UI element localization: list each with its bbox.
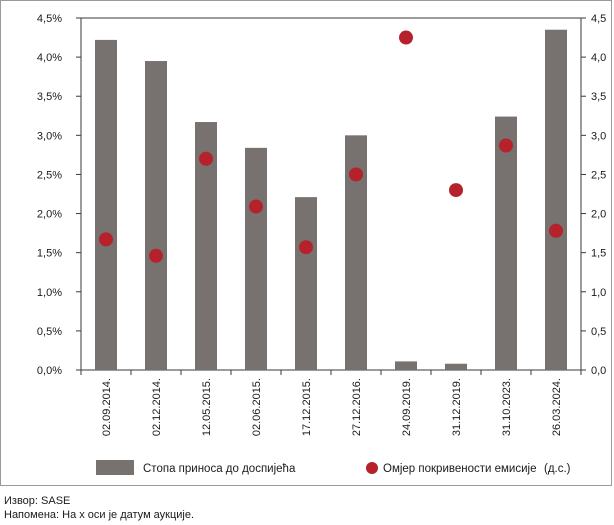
x-tick-label: 02.06.2015. <box>251 378 263 436</box>
y-right-tick-label: 1,0 <box>591 287 606 299</box>
bar <box>495 116 517 370</box>
y-right-tick-label: 2,0 <box>591 209 606 221</box>
bar <box>545 29 567 370</box>
data-point <box>499 138 513 153</box>
legend-label-dot: Омјер покривености емисије <box>383 463 536 475</box>
data-point <box>199 151 213 166</box>
x-tick-label: 31.10.2023. <box>501 378 513 436</box>
y-left-tick-label: 1,5% <box>37 248 62 260</box>
y-left-tick-label: 2,0% <box>37 209 62 221</box>
data-point <box>99 232 113 247</box>
legend-swatch-dot <box>366 462 378 474</box>
y-left-tick-label: 1,0% <box>37 287 62 299</box>
y-left-tick-label: 0,5% <box>37 326 62 338</box>
y-left-tick-label: 3,5% <box>37 91 62 103</box>
x-tick-label: 02.09.2014. <box>101 378 113 436</box>
x-tick-label: 12.05.2015. <box>201 378 213 436</box>
y-right-tick-label: 0,5 <box>591 326 606 338</box>
bar <box>145 61 167 371</box>
x-tick-label: 17.12.2015. <box>301 378 313 436</box>
legend-label-dot-suffix: (д.с.) <box>544 463 571 475</box>
source-note: Извор: SASE <box>4 495 71 507</box>
y-right-tick-label: 4,5 <box>591 13 606 25</box>
x-tick-label: 26.03.2024. <box>551 378 563 436</box>
bar <box>445 363 467 370</box>
chart-frame: 0,0% 0,5% 1,0% 1,5% 2,0% 2,5% 3,0% 3,5% 4,0% 4,5%… <box>0 0 612 486</box>
y-right-tick-label: 1,5 <box>591 248 606 260</box>
legend-swatch-bar <box>96 460 134 475</box>
x-tick-label: 27.12.2016. <box>351 378 363 436</box>
y-left-tick-label: 4,0% <box>37 52 62 64</box>
y-left-tick-label: 0,0% <box>37 365 62 377</box>
y-right-tick-label: 3,0 <box>591 130 606 142</box>
data-point <box>149 248 163 263</box>
y-right-tick-label: 2,5 <box>591 169 606 181</box>
data-point <box>299 240 313 255</box>
x-tick-label: 02.12.2014. <box>151 378 163 436</box>
x-tick-label: 31.12.2019. <box>451 378 463 436</box>
data-point <box>449 183 463 198</box>
bar <box>395 361 417 370</box>
y-left-tick-label: 4,5% <box>37 13 62 25</box>
y-right-tick-label: 4,0 <box>591 52 606 64</box>
y-right-tick-label: 3,5 <box>591 91 606 103</box>
y-left-tick-label: 3,0% <box>37 130 62 142</box>
bar <box>345 135 367 370</box>
legend-label-bar: Стопа приноса до доспијећа <box>143 463 296 475</box>
y-right-tick-label: 0,0 <box>591 365 606 377</box>
bar <box>95 39 117 370</box>
y-left-tick-label: 2,5% <box>37 169 62 181</box>
data-point <box>549 223 563 238</box>
remark-note: Напомена: На х оси је датум аукције. <box>4 509 195 521</box>
chart: 0,0% 0,5% 1,0% 1,5% 2,0% 2,5% 3,0% 3,5% 4,0% 4,5%… <box>37 13 606 475</box>
data-point <box>399 30 413 45</box>
data-point <box>349 167 363 182</box>
bar <box>245 147 267 370</box>
x-tick-label: 24.09.2019. <box>401 378 413 436</box>
data-point <box>249 199 263 214</box>
bar <box>295 197 317 370</box>
bar <box>195 122 217 370</box>
